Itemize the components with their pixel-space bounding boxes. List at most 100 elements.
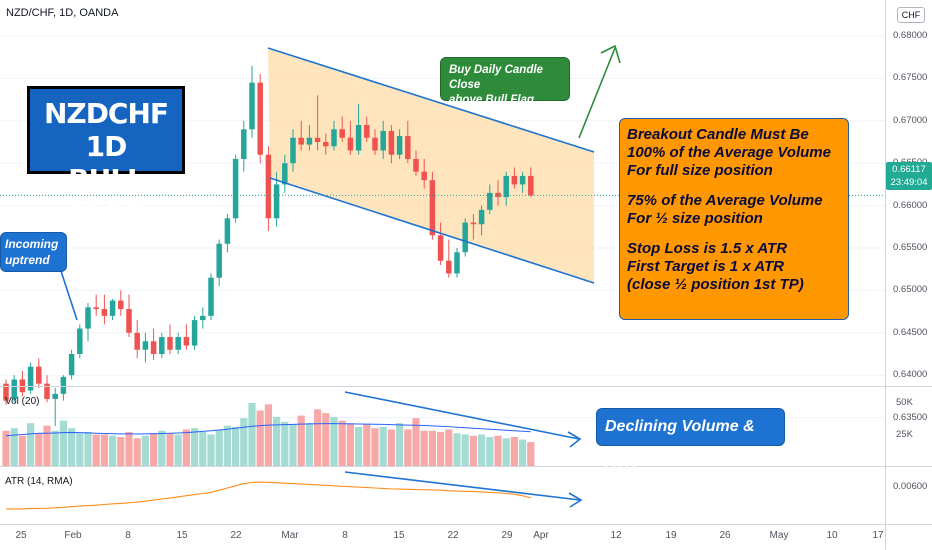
atr-indicator-label[interactable]: ATR (14, RMA) <box>5 476 73 487</box>
candle-body <box>134 332 140 350</box>
date-axis-label: 15 <box>176 530 188 541</box>
candle-body <box>27 366 34 391</box>
atr-decline-arrow <box>344 471 583 508</box>
candle-body <box>118 300 124 310</box>
volume-bar <box>305 423 313 466</box>
candle-body <box>167 337 173 350</box>
arrow-shaft <box>344 391 580 440</box>
volume-bar <box>428 430 436 466</box>
candle-body <box>405 136 411 159</box>
volume-bar <box>59 420 67 466</box>
price-axis-label: 0.68000 <box>893 30 928 41</box>
volume-bar <box>453 433 461 466</box>
volume-indicator-label[interactable]: Vol (20) <box>5 396 40 407</box>
candle-body <box>282 163 288 185</box>
atr-line <box>6 481 531 510</box>
candle-body <box>331 129 337 147</box>
volume-bar <box>420 430 428 466</box>
title-line-2: BULL FLAG <box>67 163 146 229</box>
candle-body <box>347 137 354 151</box>
price-axis-label: 0.64500 <box>893 326 928 338</box>
rule-7: First Target is 1 x ATR <box>627 258 784 275</box>
candle-body <box>232 158 239 219</box>
candle-body <box>191 320 198 346</box>
volume-bar <box>445 429 453 466</box>
date-axis-label: 19 <box>665 530 677 541</box>
price-axis-label: 0.65000 <box>893 284 928 296</box>
candle-body <box>3 383 9 401</box>
candle-body <box>413 158 419 172</box>
volume-bar <box>68 428 76 466</box>
atr-axis-label: 0.00600 <box>893 481 928 492</box>
uptrend-line-1: Incoming <box>5 237 59 251</box>
candle-body <box>421 171 427 181</box>
volume-bar <box>232 426 240 466</box>
candle-body <box>503 175 509 198</box>
volume-bar <box>478 434 486 466</box>
volume-bar <box>494 435 502 466</box>
candle-body <box>36 366 42 384</box>
volume-bar <box>371 428 379 466</box>
candle-body <box>364 125 370 138</box>
candle-body <box>77 328 83 354</box>
price-axis-label: 0.66000 <box>893 199 928 211</box>
rule-4: 75% of the Average Volume <box>627 192 823 209</box>
volume-bar <box>10 428 18 466</box>
volume-bar <box>502 438 510 466</box>
volume-bar <box>240 418 248 466</box>
candle-body <box>11 379 17 399</box>
candle-body <box>241 129 247 159</box>
volume-bar <box>76 433 84 466</box>
candle-body <box>200 315 206 321</box>
arrow-head <box>600 44 621 64</box>
volume-bar <box>100 434 108 466</box>
rule-2: 100% of the Average Volume <box>627 144 831 161</box>
volume-axis-label: 25K <box>896 429 913 440</box>
volume-bar <box>2 430 10 466</box>
date-axis-label: Apr <box>533 530 549 541</box>
volume-decline-arrow <box>344 391 582 448</box>
candle-body <box>273 184 280 219</box>
price-axis-label: 0.65500 <box>893 242 928 253</box>
volume-bar <box>273 416 281 466</box>
volume-bar <box>125 431 133 466</box>
date-axis-label: 17 <box>872 530 884 541</box>
bull-flag-channel-fill <box>268 48 594 283</box>
date-axis-label: 8 <box>342 530 348 541</box>
candle-body <box>388 130 395 155</box>
current-price-value: 0.66117 <box>892 164 926 175</box>
date-axis-label: 12 <box>610 530 622 541</box>
title-box: NZDCHF 1D BULL FLAG <box>27 86 185 229</box>
volume-bar <box>330 416 338 466</box>
volume-bar <box>363 424 371 466</box>
candle-body <box>216 243 222 278</box>
candle-body <box>429 180 436 236</box>
buy-line-2: above Bull Flag <box>449 94 534 106</box>
rule-5: For ½ size position <box>627 210 763 227</box>
price-axis-label: 0.67000 <box>893 114 928 126</box>
volume-bar <box>355 426 363 466</box>
rule-1: Breakout Candle Must Be <box>627 126 809 143</box>
current-price-tag: 0.66117 23:49:04 <box>886 162 932 190</box>
bar-countdown: 23:49:04 <box>890 177 928 188</box>
candle-body <box>511 175 518 185</box>
volume-bar <box>150 433 158 466</box>
candle-body <box>44 383 50 399</box>
volume-bar <box>346 423 354 466</box>
volume-bar <box>338 420 346 466</box>
currency-badge[interactable]: CHF <box>897 7 925 23</box>
volume-bar <box>412 418 420 466</box>
volume-bar <box>27 423 35 466</box>
candle-body <box>60 376 67 394</box>
candle-body <box>519 175 526 185</box>
date-axis-label: Mar <box>281 530 299 541</box>
volume-bar <box>215 429 223 466</box>
candle-body <box>454 252 460 274</box>
volume-bar <box>469 435 477 466</box>
candle-body <box>396 136 403 155</box>
uptrend-callout: Incoming uptrend <box>0 232 67 272</box>
declining-callout: Declining Volume & ATR <box>596 408 785 471</box>
volume-bar <box>404 429 412 466</box>
